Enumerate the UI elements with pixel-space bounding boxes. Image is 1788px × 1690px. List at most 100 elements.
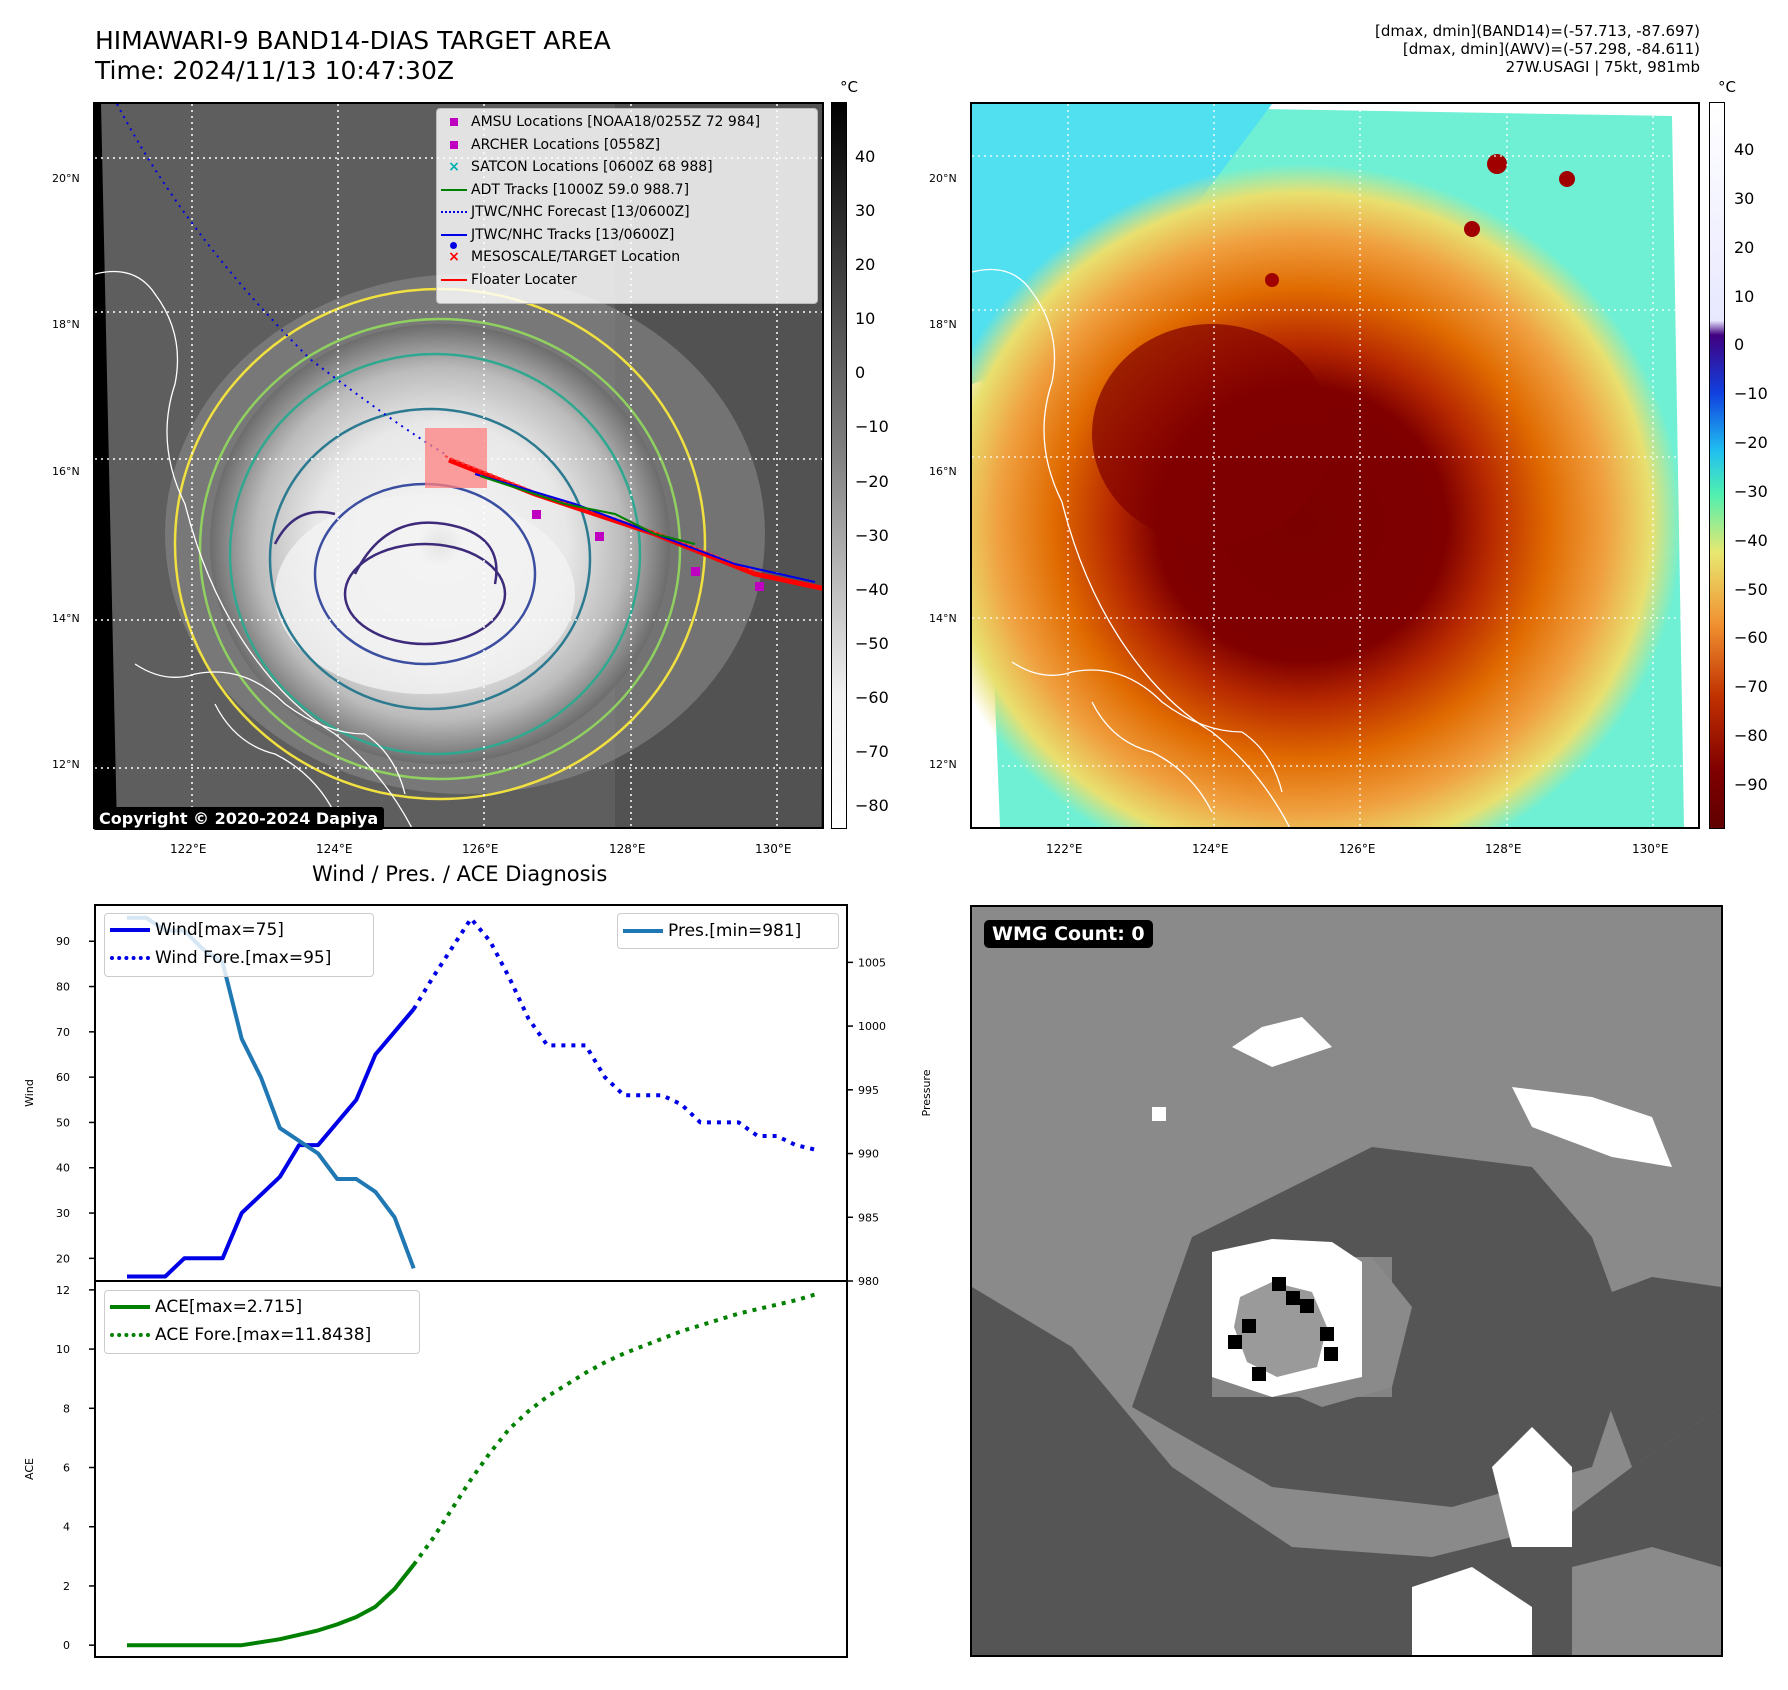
ir-tick: −10 [855,417,889,437]
legend-item-tracks: JTWC/NHC Tracks [13/0600Z] [437,224,817,249]
legend-label: ADT Tracks [1000Z 59.0 988.7] [471,181,690,198]
awv-cloud-cells [1265,154,1575,287]
awv-tick: 0 [1734,335,1745,355]
line-marker-icon [437,188,471,191]
ytick-label: 980 [858,1275,879,1288]
legend-item-wind: Wind[max=75] [105,916,373,944]
awv-tick: −10 [1734,384,1768,404]
map-legend: AMSU Locations [NOAA18/0255Z 72 984] ARC… [436,108,818,304]
legend-item-satcon: × SATCON Locations [0600Z 68 988] [437,156,817,179]
legend-item-amsu: AMSU Locations [NOAA18/0255Z 72 984] [437,111,817,134]
dotted-line-icon [105,956,155,960]
legend-label: ACE Fore.[max=11.8438] [155,1325,372,1345]
ir-tick: 10 [855,309,876,329]
ir-tick: −40 [855,579,889,599]
legend-item-floater: Floater Locater [437,269,817,292]
awv-tick: −80 [1734,726,1768,746]
legend-label: AMSU Locations [NOAA18/0255Z 72 984] [471,114,761,131]
lon-label: 122°E [170,842,207,856]
awv-tick: −50 [1734,579,1768,599]
lon-label: 122°E [1046,842,1083,856]
awv-colorbar [1709,102,1725,829]
legend-label: Wind[max=75] [155,920,284,940]
ytick-label: 12 [56,1284,70,1297]
lat-label: 20°N [52,172,80,185]
awv-tick: −30 [1734,481,1768,501]
pressure-legend: Pres.[min=981] [617,913,839,949]
awv-coastlines [972,268,1291,827]
pressure-ylabel: Pressure [920,1069,933,1116]
ir-tick: −80 [855,796,889,815]
ytick-label: 40 [56,1162,70,1175]
legend-label: Floater Locater [471,271,577,288]
lat-label: 18°N [52,318,80,331]
info-line-2: [dmax, dmin](AWV)=(-57.298, -84.611) [1402,40,1700,58]
x-marker-icon: × [448,249,460,266]
lat-label: 12°N [929,758,957,771]
legend-label: JTWC/NHC Tracks [13/0600Z] [471,226,675,243]
ir-tick: −20 [855,471,889,491]
lat-label: 16°N [52,465,80,478]
ir-tick: 30 [855,201,876,221]
ytick-label: 60 [56,1071,70,1084]
info-line-1: [dmax, dmin](BAND14)=(-57.713, -87.697) [1375,22,1700,40]
wind-line [127,1007,416,1279]
dotted-line-icon [105,1333,155,1337]
ace-line [127,1563,416,1648]
legend-item-forecast: JTWC/NHC Forecast [13/0600Z] [437,201,817,224]
line-marker-icon [105,928,155,932]
ytick-label: 0 [63,1639,70,1652]
ir-tick: 40 [855,147,876,166]
lon-label: 130°E [755,842,792,856]
legend-label: Pres.[min=981] [668,921,802,941]
legend-label: ARCHER Locations [0558Z] [471,136,661,153]
info-block: [dmax, dmin](BAND14)=(-57.713, -87.697) … [1100,22,1700,76]
awv-tick: 10 [1734,286,1755,306]
ytick-label: 1005 [858,956,886,969]
diagnosis-title: Wind / Pres. / ACE Diagnosis [312,862,608,886]
legend-label: MESOSCALE/TARGET Location [471,249,681,266]
ir-tick: −60 [855,687,889,707]
ytick-label: 70 [56,1026,70,1039]
ir-colorbar [831,102,847,829]
ir-colorbar-unit: °C [840,78,858,96]
lon-label: 124°E [1192,842,1229,856]
awv-gridlines [972,104,1698,827]
lat-label: 14°N [929,612,957,625]
awv-tick: −70 [1734,677,1768,697]
ytick-label: 4 [63,1521,70,1534]
dotted-line-icon [437,211,471,214]
ace-forecast-line [412,1292,816,1566]
line-marker-icon [437,278,471,281]
wmg-panel [970,905,1723,1657]
ytick-label: 1000 [858,1020,886,1033]
awv-tick: −20 [1734,433,1768,453]
legend-item-wind-forecast: Wind Fore.[max=95] [105,944,373,972]
awv-tick: 20 [1734,237,1755,257]
adt-track [479,475,696,545]
legend-label: SATCON Locations [0600Z 68 988] [471,159,713,176]
amsu-archer-markers [532,510,764,591]
legend-item-ace-forecast: ACE Fore.[max=11.8438] [105,1321,419,1349]
legend-item-pressure: Pres.[min=981] [618,916,838,946]
legend-item-archer: ARCHER Locations [0558Z] [437,134,817,157]
lat-label: 14°N [52,612,80,625]
lat-label: 18°N [929,318,957,331]
ace-ylabel: ACE [23,1458,36,1480]
lon-label: 124°E [316,842,353,856]
ytick-label: 20 [56,1252,70,1265]
x-marker-icon: × [448,159,460,176]
ir-coastlines [95,270,413,827]
legend-item-ace: ACE[max=2.715] [105,1293,419,1321]
awv-map-image [972,104,1698,827]
ir-tick: −30 [855,525,889,545]
lat-label: 12°N [52,758,80,771]
awv-tick: −90 [1734,775,1768,794]
lon-label: 126°E [462,842,499,856]
square-marker-icon [437,140,471,149]
ytick-label: 995 [858,1084,879,1097]
lon-label: 130°E [1632,842,1669,856]
ace-yticks: 0 2 4 6 8 10 12 [56,1284,95,1652]
ytick-label: 990 [858,1148,879,1161]
wind-legend: Wind[max=75] Wind Fore.[max=95] [104,913,374,977]
